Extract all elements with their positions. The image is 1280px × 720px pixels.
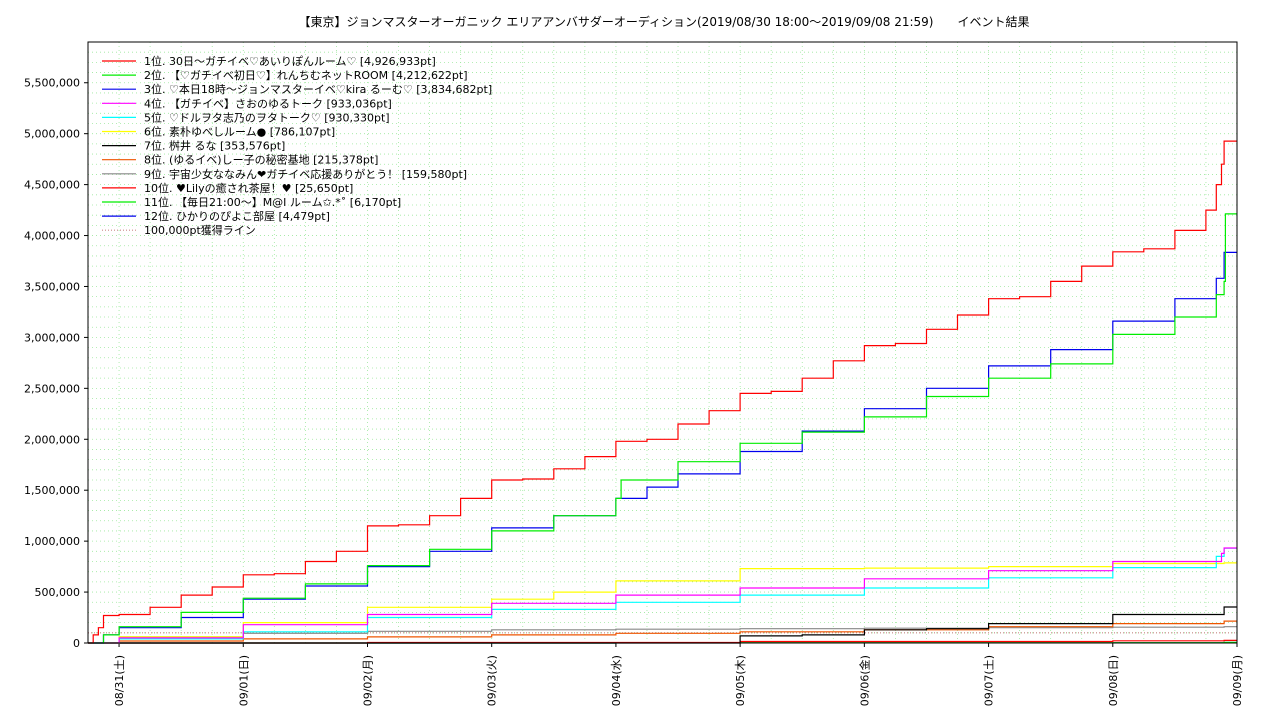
y-tick-label: 4,500,000	[24, 179, 80, 192]
legend-label: 3位. ♡本日18時〜ジョンマスターイベ♡kira るーむ♡ [3,834,68…	[144, 82, 492, 96]
x-tick-label: 09/01(日)	[237, 655, 250, 706]
legend-label: 9位. 宇宙少女ななみん❤ガチイベ応援ありがとう！ [159,580pt]	[144, 167, 467, 181]
legend-label: 100,000pt獲得ライン	[144, 224, 256, 237]
x-tick-label: 09/04(水)	[610, 655, 623, 706]
x-tick-label: 09/03(火)	[486, 655, 499, 706]
y-axis: 0 500,000 1,000,000 1,500,000 2,000,000 2,500…	[24, 77, 88, 650]
y-tick-label: 4,000,000	[24, 230, 80, 243]
y-tick-label: 0	[73, 637, 80, 650]
legend-label: 4位. 【ガチイベ】さおのゆるトーク [933,036pt]	[144, 96, 392, 110]
legend-label: 11位. 【毎日21:00〜】M@I ルーム✩.*˚ [6,170pt]	[144, 195, 401, 209]
y-tick-label: 1,000,000	[24, 535, 80, 548]
y-tick-label: 2,500,000	[24, 382, 80, 395]
x-tick-label: 09/02(月)	[361, 655, 374, 706]
series-lines	[88, 140, 1237, 644]
x-tick-label: 08/31(土)	[113, 655, 126, 706]
y-tick-label: 3,000,000	[24, 331, 80, 344]
legend-label: 8位. (ゆるイベ)しー子の秘密基地 [215,378pt]	[144, 153, 378, 167]
y-tick-label: 5,500,000	[24, 77, 80, 90]
series-line-7	[88, 606, 1237, 644]
legend-label: 2位. 【♡ガチイベ初日♡】れんちむネットROOM [4,212,622pt]	[144, 68, 468, 82]
legend-label: 7位. 桝井 るな [353,576pt]	[144, 139, 285, 153]
y-tick-label: 500,000	[35, 586, 81, 599]
legend: 1位. 30日〜ガチイベ♡あいりぽんルーム♡ [4,926,933pt]2位. …	[102, 54, 492, 237]
plot-frame	[87, 41, 1238, 644]
series-line-4	[88, 547, 1237, 644]
legend-label: 1位. 30日〜ガチイベ♡あいりぽんルーム♡ [4,926,933pt]	[144, 54, 436, 68]
series-line-1	[88, 140, 1237, 644]
y-tick-label: 3,500,000	[24, 280, 80, 293]
chart-title: 【東京】ジョンマスターオーガニック エリアアンバサダーオーディション(2019/…	[299, 14, 1030, 29]
series-line-8	[88, 620, 1237, 644]
legend-label: 12位. ひかりのぴよこ部屋 [4,479pt]	[144, 209, 330, 223]
grid	[88, 42, 1238, 643]
x-axis: 08/31(土) 09/01(日) 09/02(月) 09/03(火) 09/04(水)…	[113, 643, 1244, 706]
series-line-2	[88, 213, 1237, 644]
x-tick-label: 09/05(木)	[734, 655, 747, 706]
legend-label: 5位. ♡ドルヲタ志乃のヲタトーク♡ [930,330pt]	[144, 110, 390, 124]
x-tick-label: 09/06(金)	[857, 655, 871, 706]
y-tick-label: 1,500,000	[24, 484, 80, 497]
legend-label: 6位. 素朴ゆべしルーム● [786,107pt]	[144, 125, 335, 139]
y-tick-label: 5,000,000	[24, 128, 80, 141]
legend-label: 10位. ♥Lilyの癒され茶屋！♥ [25,650pt]	[144, 181, 353, 195]
x-tick-label: 09/08(日)	[1107, 655, 1120, 706]
y-tick-label: 2,000,000	[24, 433, 80, 446]
x-tick-label: 09/09(月)	[1231, 655, 1244, 706]
x-tick-label: 09/07(土)	[983, 655, 996, 706]
